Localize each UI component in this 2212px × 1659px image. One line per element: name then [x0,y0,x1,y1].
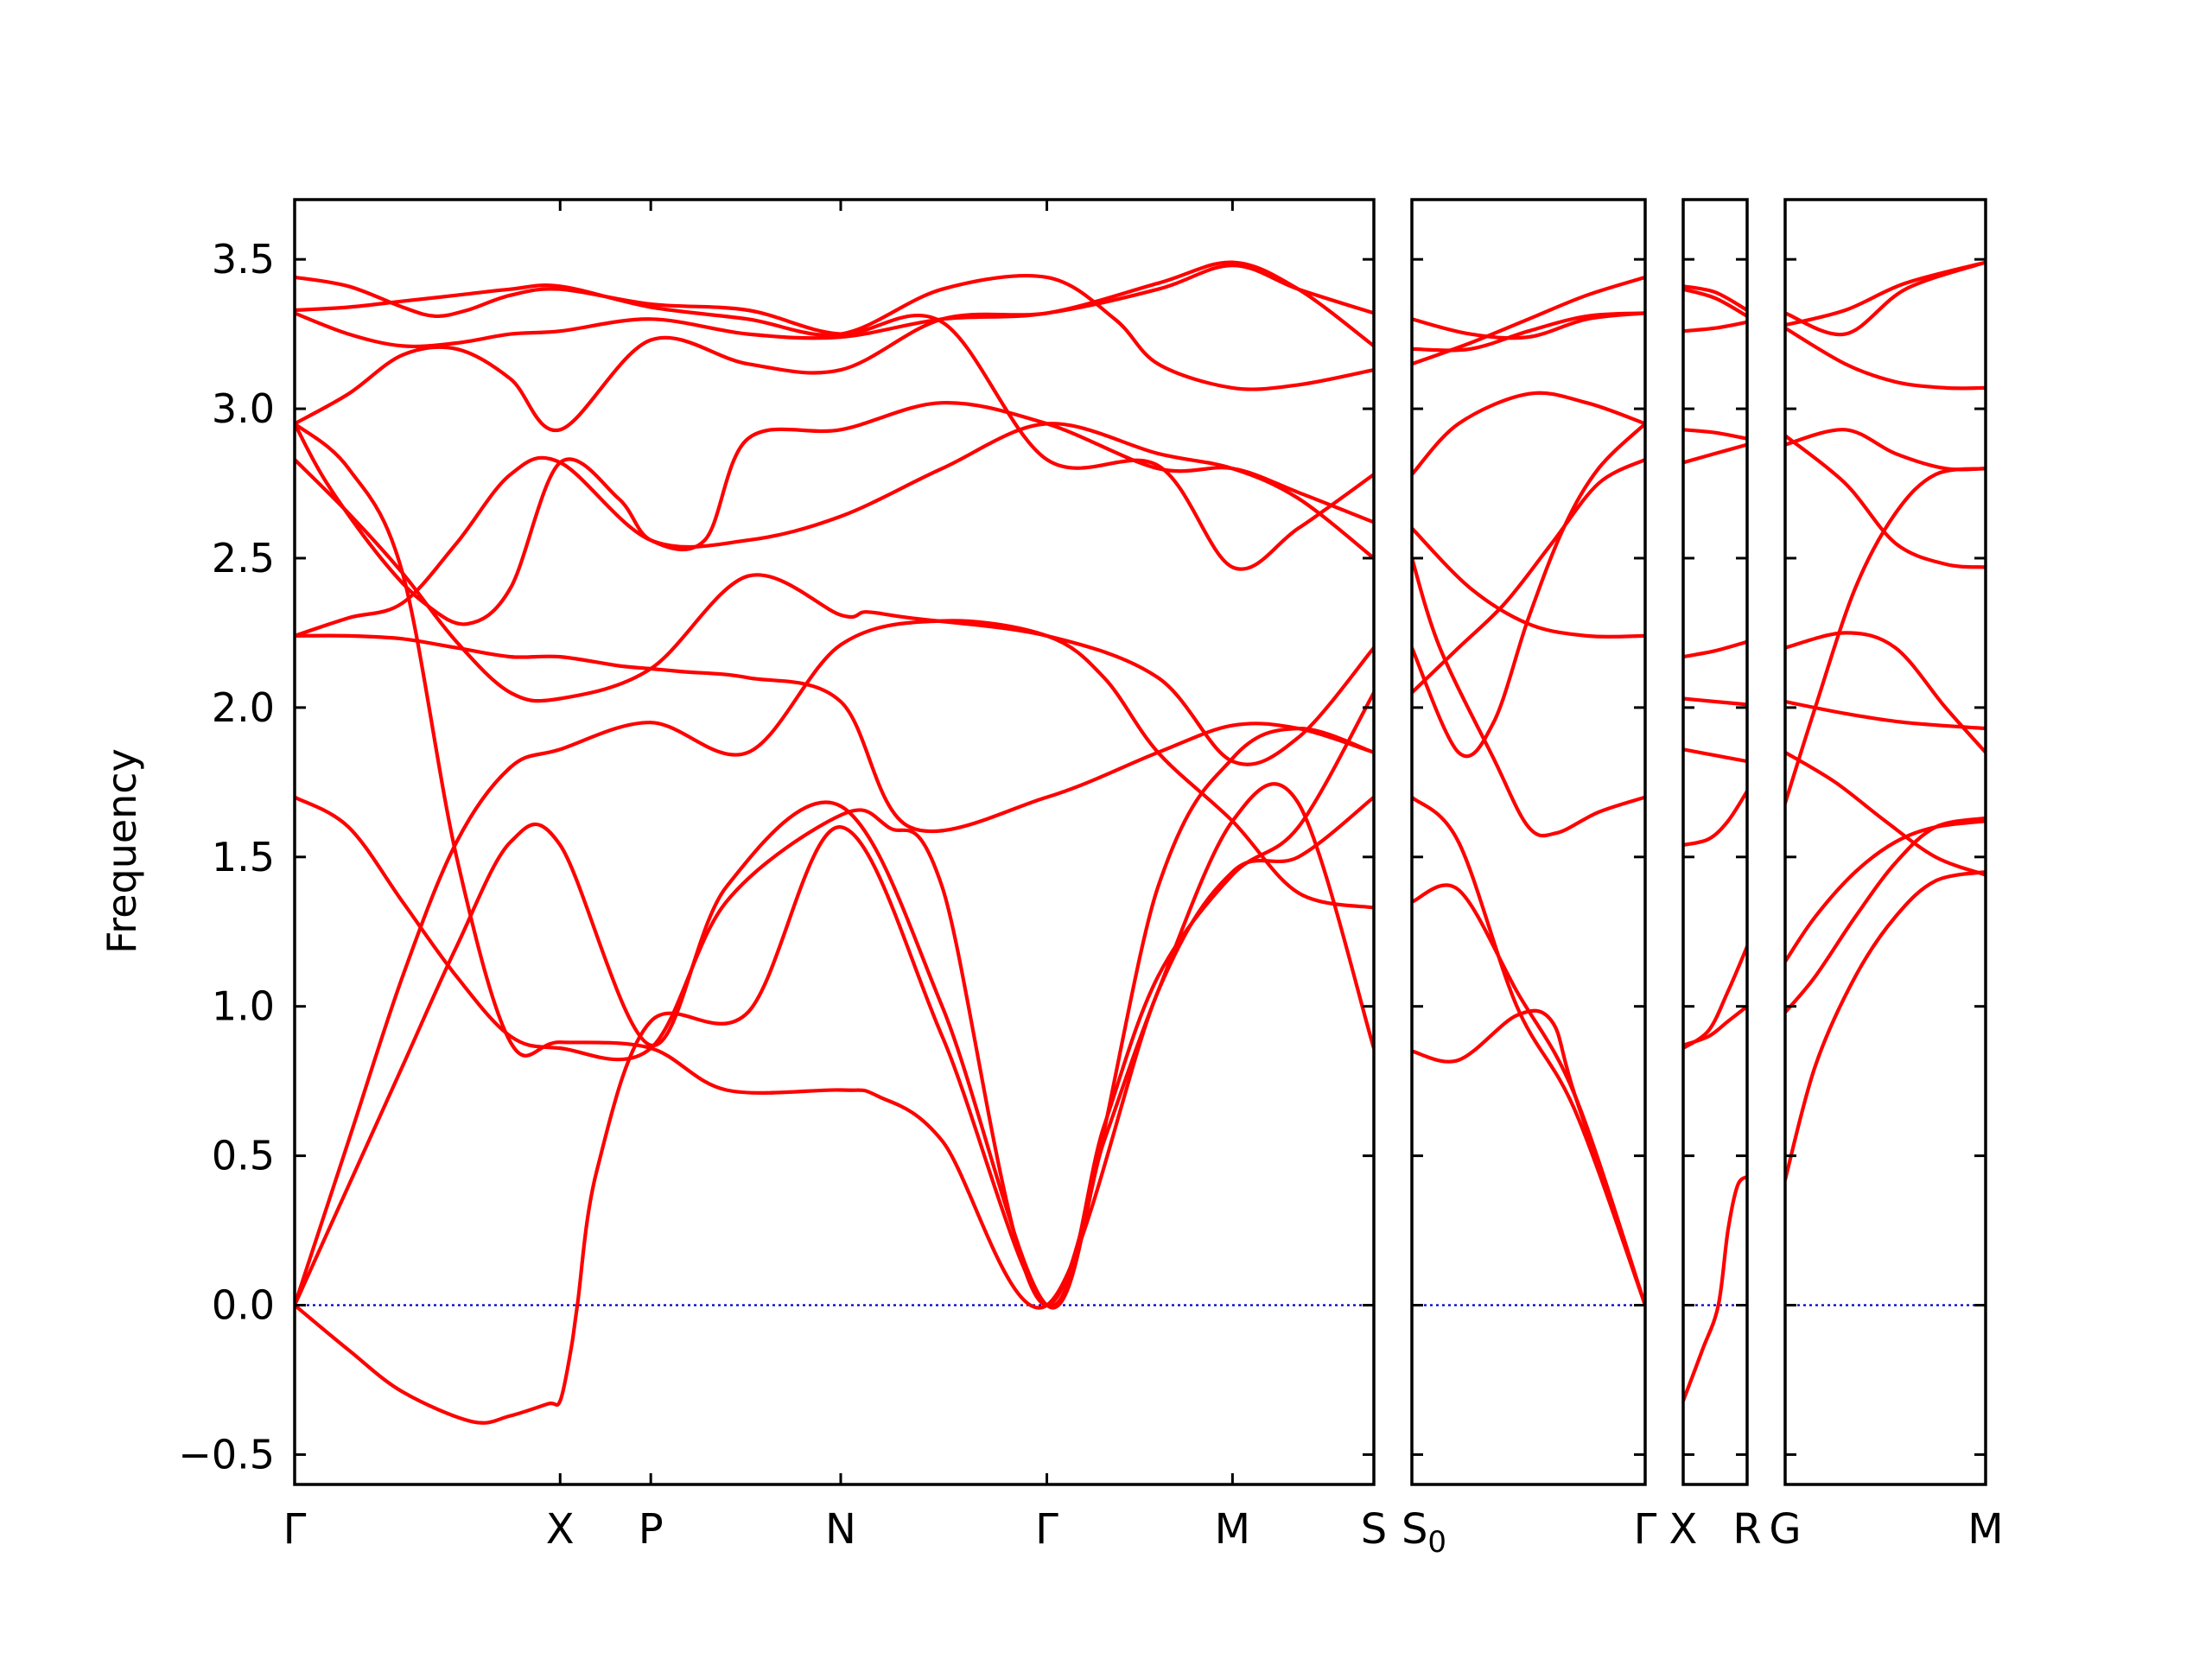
band-line-10 [1412,311,1645,353]
band-line-10 [295,260,1374,349]
band-line-2 [1412,1008,1645,1307]
band-line-1 [295,690,1374,1425]
band-line-10 [1683,320,1747,334]
band-line-11 [1785,260,1986,337]
kpoint-label-1: X [1669,1505,1698,1554]
band-line-4 [295,726,1374,1307]
panel-2: S0 Γ [1402,198,1657,1560]
y-tick-label: 0.5 [212,1133,275,1179]
bands-group [1785,260,1986,1182]
y-tick-label: 1.5 [212,834,275,880]
band-line-4 [1412,457,1645,695]
band-line-5 [1785,699,1986,731]
panels-layer: Γ X P N Γ M S S0 Γ X R G M [283,198,2004,1560]
kpoint-label-2: Γ [1634,1505,1657,1554]
band-line-13 [295,401,1374,626]
band-line-3 [1412,795,1645,1307]
band-line-7 [1683,639,1747,659]
kpoint-label-7: S [1361,1505,1387,1554]
kpoint-label-2: R [1732,1505,1761,1554]
panel-frame [293,198,1376,1486]
panel-frame [1783,198,1987,1486]
kpoint-label-3: P [639,1505,664,1554]
band-line-8 [1785,428,1986,472]
panel-frame [1681,198,1749,1486]
band-line-12 [1683,284,1747,313]
band-line-9 [1785,434,1986,569]
band-line-4 [1683,789,1747,848]
band-line-11 [1412,311,1645,340]
band-line-11 [1683,287,1747,318]
y-tick-label: 3.5 [212,236,275,283]
kpoint-label-1: G [1769,1505,1801,1554]
y-tick-label: 2.0 [212,684,275,731]
band-line-1 [1683,1174,1747,1403]
band-line-1 [1785,870,1986,1182]
kpoint-label-1: S0 [1402,1505,1446,1560]
band-line-5 [1412,422,1645,759]
band-line-12 [1785,260,1986,327]
band-line-5 [295,633,1374,834]
band-line-5 [1683,747,1747,764]
band-line-7 [1412,526,1645,639]
band-line-6 [295,422,1374,1310]
band-line-4 [1785,750,1986,877]
band-line-1 [1412,883,1645,1307]
kpoint-label-1: Γ [283,1505,307,1554]
band-line-6 [1412,556,1645,838]
kpoint-label-5: Γ [1035,1505,1058,1554]
band-line-3 [1683,1004,1747,1047]
band-line-2 [295,619,1374,1307]
band-line-6 [1683,696,1747,707]
band-line-9 [1683,428,1747,441]
band-line-9 [295,264,1374,433]
kpoint-label-4: N [825,1505,856,1554]
y-tick-label: 0.0 [212,1282,275,1329]
band-line-12 [295,275,1374,571]
y-tick-label: 3.0 [212,385,275,432]
y-tick-label: −0.5 [178,1431,275,1478]
bands-group [1683,284,1747,1403]
kpoint-label-2: X [546,1505,575,1554]
kpoint-label-2: M [1967,1505,2003,1554]
band-line-3 [1785,819,1986,963]
y-tick-label: 1.0 [212,983,275,1030]
band-line-10 [1785,326,1986,391]
band-line-8 [295,422,1374,638]
y-tick-labels: −0.5 0.0 0.5 1.0 1.5 2.0 2.5 3.0 3.5 [178,236,275,1478]
band-line-7 [1785,467,1986,805]
bands-group [1412,275,1645,1307]
y-tick-label: 2.5 [212,535,275,582]
bands-group [295,260,1374,1425]
band-line-7 [295,457,1374,766]
y-axis-label: Frequency [99,748,145,954]
band-line-8 [1412,391,1645,477]
kpoint-label-6: M [1215,1505,1250,1554]
band-line-8 [1683,442,1747,465]
band-line-6 [1785,631,1986,754]
panel-frame [1410,198,1647,1486]
